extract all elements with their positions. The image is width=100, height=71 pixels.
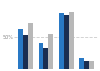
Bar xyxy=(69,12,74,69)
Bar xyxy=(44,48,48,69)
Bar xyxy=(23,35,28,69)
Bar xyxy=(79,58,84,69)
Bar xyxy=(89,61,94,69)
Bar xyxy=(39,43,44,69)
Bar xyxy=(64,15,69,69)
Bar xyxy=(59,13,64,69)
Bar xyxy=(84,61,89,69)
Bar xyxy=(48,34,53,69)
Bar xyxy=(28,23,33,69)
Bar xyxy=(18,29,23,69)
